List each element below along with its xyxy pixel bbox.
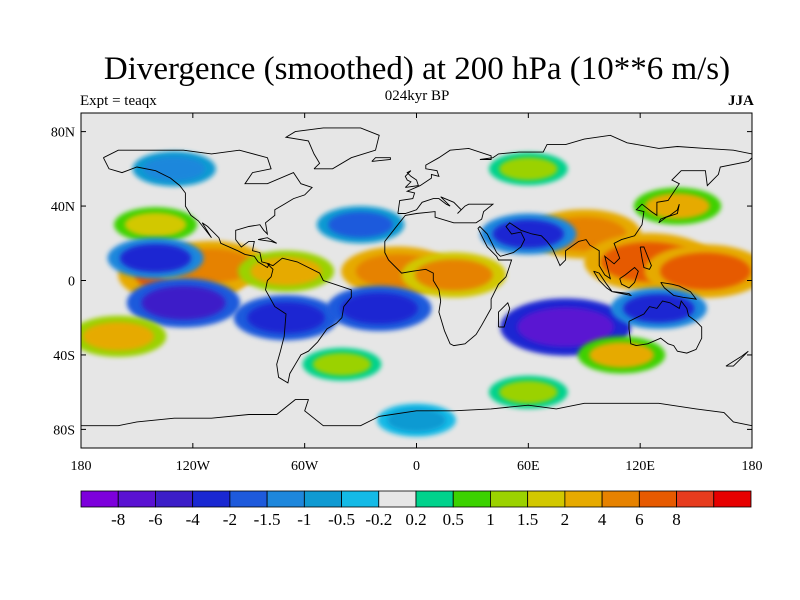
colorbar-label: 1.5 (517, 510, 538, 529)
coastline-segment (265, 257, 352, 384)
lon-tick-label: 0 (413, 459, 420, 474)
lon-tick-label: 180 (71, 459, 92, 474)
colorbar-swatch (303, 490, 342, 508)
season-label: JJA (728, 93, 754, 109)
colorbar-label: 1 (486, 510, 495, 529)
colorbar-swatch (713, 490, 752, 508)
field-region (517, 307, 615, 347)
coastline-segment (658, 204, 680, 224)
field-region (387, 408, 446, 432)
coastline-segment (258, 237, 277, 244)
colorbar-label: -0.2 (365, 510, 392, 529)
colorbar-label: 0.2 (405, 510, 426, 529)
colorbar-label: 8 (672, 510, 681, 529)
map-axes: 80N 40N 0 40S 80S 180 120W 60W 0 60E 120E 180 (51, 113, 763, 474)
colorbar-label: -6 (148, 510, 162, 529)
colorbar: -8 -6 -4 -2 -1.5 -1 -0.5 -0.2 0.2 0.5 1 1.5 2 4 6 8 (80, 490, 752, 529)
field-region (119, 243, 192, 273)
coastline-segment (384, 157, 752, 347)
field-region (141, 285, 226, 320)
colorbar-swatch (80, 490, 119, 508)
colorbar-swatch (527, 490, 566, 508)
coastline-segment (619, 266, 639, 289)
figure-subtitle: 024kyr BP (384, 88, 450, 104)
lat-tick-label: 40N (51, 200, 75, 215)
colorbar-swatch (601, 490, 640, 508)
field-region (82, 322, 154, 351)
colorbar-label: 2 (561, 510, 570, 529)
coastline-segment (612, 291, 633, 297)
coastline-segment (102, 149, 313, 269)
colorbar-swatch (378, 490, 417, 508)
colorbar-swatch (155, 490, 194, 508)
field-region (124, 212, 187, 237)
experiment-label: Expt = teaqx (80, 93, 157, 109)
colorbar-label: 4 (598, 510, 607, 529)
colorbar-swatch (676, 490, 715, 508)
colorbar-swatch (564, 490, 603, 508)
field-region (250, 256, 322, 286)
coastline-segment (397, 134, 752, 214)
colorbar-label: -1 (297, 510, 311, 529)
field-region (328, 211, 393, 238)
map-plot-area (80, 112, 753, 449)
coastline-segment (639, 246, 652, 270)
colorbar-label: -8 (111, 510, 125, 529)
lon-tick-label: 120W (176, 459, 211, 474)
coastline-segment (498, 301, 511, 328)
colorbar-swatch (266, 490, 305, 508)
field-region (660, 252, 751, 290)
lat-tick-label: 0 (68, 275, 75, 290)
colorbar-swatch (229, 490, 268, 508)
colorbar-label: 0.5 (443, 510, 464, 529)
field-region (414, 259, 493, 291)
coastline-segment (725, 350, 749, 367)
lon-tick-label: 120E (625, 459, 655, 474)
field-region (589, 342, 654, 368)
colorbar-swatch (490, 490, 529, 508)
coastline-segment (81, 399, 752, 427)
colorbar-swatch (638, 490, 677, 508)
colorbar-label: -2 (223, 510, 237, 529)
colorbar-label: 6 (635, 510, 644, 529)
colorbar-label: -4 (186, 510, 201, 529)
colorbar-swatch (452, 490, 491, 508)
colorbar-swatch (341, 490, 380, 508)
field-region (499, 380, 558, 404)
field-region (340, 292, 419, 325)
coastlines (81, 127, 752, 427)
lat-tick-label: 80N (51, 126, 75, 141)
lon-tick-label: 60W (291, 459, 319, 474)
coastline-segment (371, 157, 391, 162)
divergence-field (81, 151, 752, 437)
field-region (623, 294, 695, 323)
colorbar-swatch (415, 490, 454, 508)
field-region (645, 193, 710, 219)
lon-tick-label: 60E (517, 459, 540, 474)
lon-tick-label: 180 (742, 459, 763, 474)
coastline-segment (628, 299, 703, 354)
colorbar-swatch (192, 490, 231, 508)
colorbar-swatch (117, 490, 156, 508)
lat-tick-label: 40S (53, 349, 75, 364)
coastline-segment (660, 281, 698, 300)
coastline-segment (284, 127, 380, 170)
lat-tick-label: 80S (53, 423, 75, 438)
field-region (312, 352, 372, 376)
field-region (499, 157, 558, 181)
field-region (143, 156, 205, 181)
figure-title: Divergence (smoothed) at 200 hPa (10**6 … (103, 51, 731, 87)
colorbar-label: -1.5 (254, 510, 281, 529)
colorbar-label: -0.5 (328, 510, 355, 529)
coastline-segment (404, 170, 420, 188)
field-region (492, 219, 564, 249)
